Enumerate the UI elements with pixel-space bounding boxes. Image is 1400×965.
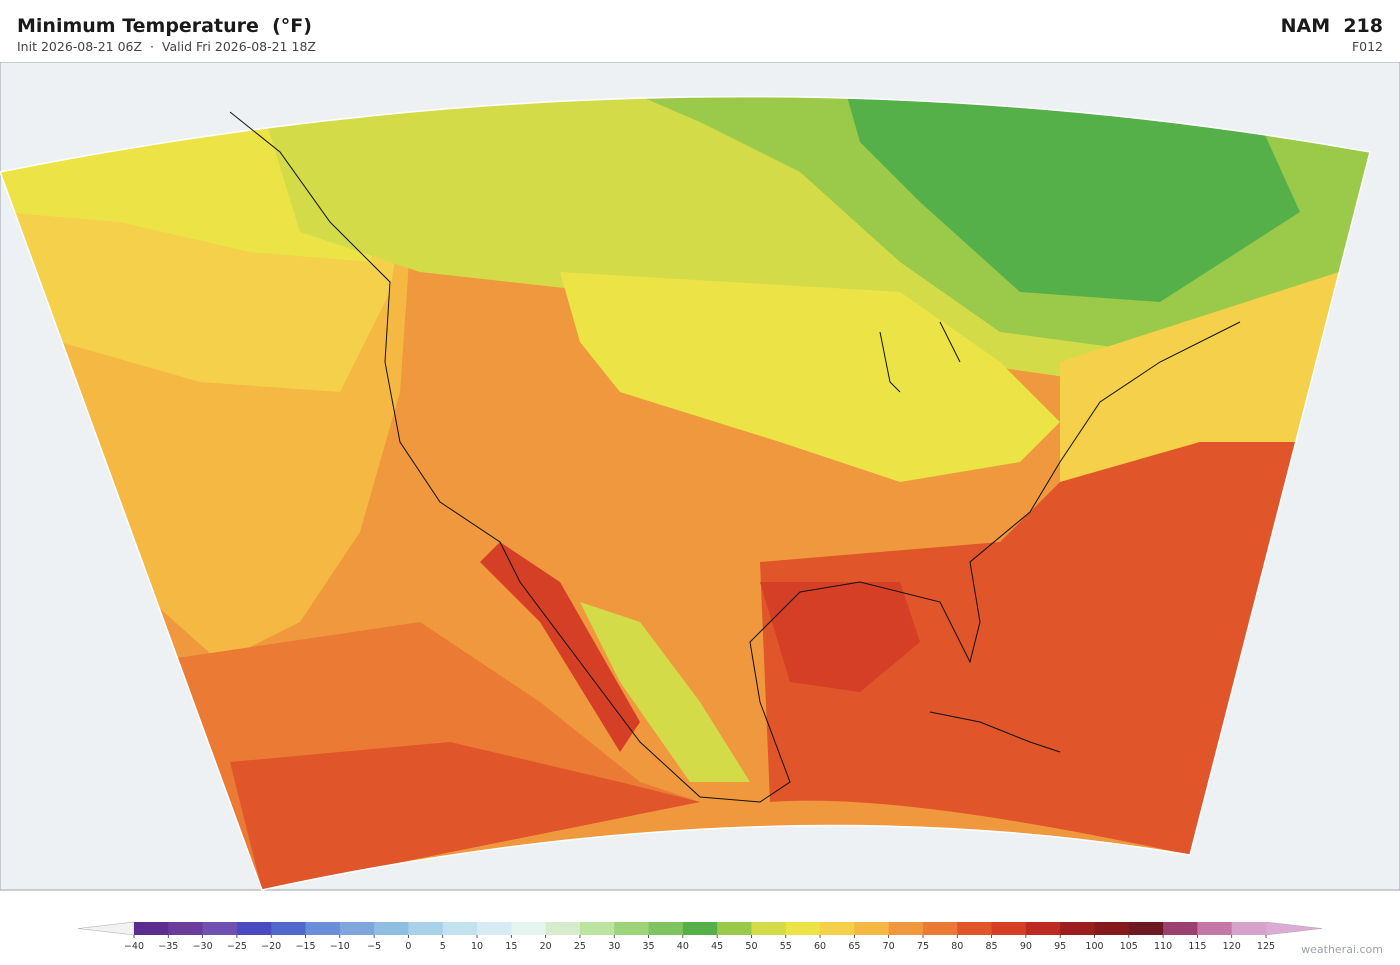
great-lakes	[879, 321, 961, 393]
colorbar-bin	[168, 922, 204, 935]
colorbar-bin	[511, 922, 547, 935]
colorbar-tick-label: 120	[1223, 941, 1241, 952]
colorbar-tick-label: 125	[1257, 941, 1275, 952]
colorbar-bin	[1025, 922, 1061, 935]
colorbar-bin	[854, 922, 890, 935]
colorbar-tick-label: −25	[227, 941, 247, 952]
colorbar-bin	[1128, 922, 1164, 935]
colorbar-bin	[682, 922, 718, 935]
colorbar-bin	[271, 922, 307, 935]
temperature-field	[0, 96, 1370, 891]
colorbar-over	[1265, 921, 1323, 936]
colorbar-bin	[545, 922, 581, 935]
field-mexico-plateau	[580, 602, 750, 782]
colorbar-tick-label: 50	[745, 941, 757, 952]
colorbar-tick-label: −10	[330, 941, 350, 952]
colorbar-bin	[1163, 922, 1198, 935]
colorbar-tick-label: 95	[1054, 941, 1066, 952]
colorbar-tick-label: 45	[711, 941, 723, 952]
colorbar-bin	[202, 922, 238, 935]
colorbar-bin	[717, 922, 752, 935]
colorbar-tick-label: 55	[780, 941, 792, 952]
colorbar-bin	[922, 922, 958, 935]
colorbar-bin	[820, 922, 855, 935]
colorbar-bin	[408, 922, 444, 935]
colorbar-bin	[888, 922, 924, 935]
coastlines	[229, 111, 1241, 803]
colorbar-under	[77, 921, 135, 936]
colorbar-tick-label: 0	[405, 941, 411, 952]
colorbar-bin	[751, 922, 787, 935]
colorbar-bin	[991, 922, 1027, 935]
colorbar-tick-label: 40	[677, 941, 689, 952]
model-name: NAM 218	[1280, 15, 1383, 37]
domain-edge	[0, 95, 1371, 891]
colorbar-bin	[442, 922, 478, 935]
colorbar-tick-label: 110	[1154, 941, 1172, 952]
colorbar-tick-label: 85	[986, 941, 998, 952]
field-hudson	[840, 96, 1300, 302]
coastline-main	[229, 111, 1241, 803]
colorbar-tick-label: 100	[1085, 941, 1103, 952]
field-midwest	[560, 272, 1060, 482]
colorbar-tick-label: 80	[951, 941, 963, 952]
colorbar-tick-label: −30	[193, 941, 213, 952]
colorbar-bin	[957, 922, 993, 935]
colorbar-tick-label: 75	[917, 941, 929, 952]
coastline-cuba	[929, 711, 1061, 753]
colorbar-tick-label: 105	[1120, 941, 1138, 952]
colorbar-tick-label: −35	[158, 941, 178, 952]
colorbar-bin	[785, 922, 821, 935]
colorbar-tick-label: 25	[574, 941, 586, 952]
colorbar-tick-label: −40	[124, 941, 144, 952]
colorbar-bin	[477, 922, 512, 935]
colorbar: −40 −35 −30 −25 −20 −15 −10 −5 0 5 10 15 20 25 30 35 40 4…	[77, 921, 1323, 952]
field-gulf-core	[760, 582, 920, 692]
colorbar-tick-label: 90	[1020, 941, 1032, 952]
colorbar-tick-label: −5	[367, 941, 381, 952]
field-gulf-atlantic	[760, 442, 1320, 855]
colorbar-bin	[1060, 922, 1095, 935]
colorbar-bin	[305, 922, 341, 935]
colorbar-bin	[134, 922, 169, 935]
colorbar-tick-label: −15	[295, 941, 315, 952]
colorbar-bin	[1231, 922, 1267, 935]
colorbar-tick-label: 115	[1188, 941, 1206, 952]
colorbar-tick-label: 35	[642, 941, 654, 952]
colorbar-tick-label: 65	[848, 941, 860, 952]
colorbar-tick-label: 60	[814, 941, 826, 952]
colorbar-bin	[1197, 922, 1233, 935]
colorbar-bin	[579, 922, 615, 935]
colorbar-tick-label: 15	[505, 941, 517, 952]
map-title: Minimum Temperature (°F)	[17, 15, 312, 37]
colorbar-bin	[648, 922, 684, 935]
colorbar-bin	[614, 922, 650, 935]
map-subtitle: Init 2026-08-21 06Z · Valid Fri 2026-08-…	[17, 39, 316, 54]
colorbar-bin	[374, 922, 409, 935]
colorbar-tick-label: −20	[261, 941, 281, 952]
field-ocean-s	[230, 742, 700, 890]
forecast-hour: F012	[1351, 39, 1383, 54]
field-baja	[480, 542, 640, 752]
colorbar-tick-label: 10	[471, 941, 483, 952]
colorbar-bin	[236, 922, 272, 935]
field-atlantic-north	[1060, 262, 1370, 482]
colorbar-tick-label: 20	[540, 941, 552, 952]
colorbar-bin	[339, 922, 375, 935]
colorbar-tick-label: 5	[440, 941, 446, 952]
colorbar-tick-label: 30	[608, 941, 620, 952]
watermark: weatherai.com	[1301, 943, 1383, 956]
colorbar-tick-label: 70	[883, 941, 895, 952]
colorbar-bin	[1094, 922, 1130, 935]
map	[0, 62, 1400, 891]
